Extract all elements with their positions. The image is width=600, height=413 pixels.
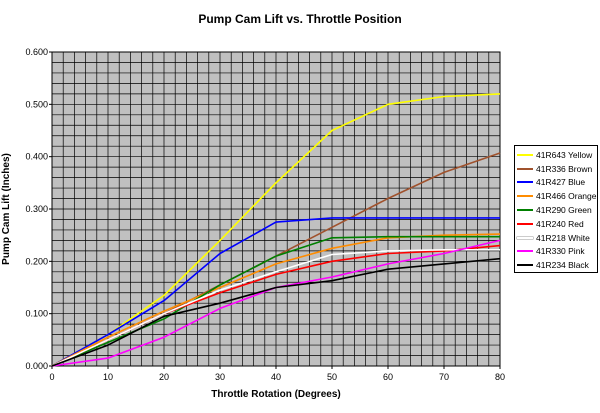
legend-item: 41R240 Red: [517, 217, 597, 231]
series-line-41r427-blue: [51, 217, 500, 367]
series-line-41r234-black: [51, 257, 501, 367]
y-tick-label: 0.200: [25, 256, 48, 266]
x-tick-label: 80: [495, 372, 505, 382]
y-tick-label: 0.000: [25, 361, 48, 371]
legend-item: 41R290 Green: [517, 203, 597, 217]
legend-label: 41R466 Orange: [536, 191, 597, 202]
legend-swatch: [517, 236, 533, 239]
legend-swatch: [517, 153, 533, 156]
legend: 41R643 Yellow 41R336 Brown 41R427 Blue 41R4…: [514, 145, 598, 273]
x-tick-label: 10: [103, 372, 113, 382]
y-tick-label: 0.500: [25, 99, 48, 109]
legend-label: 41R290 Green: [536, 205, 592, 216]
series-line-41r290-green: [51, 235, 500, 367]
x-tick-label: 30: [215, 372, 225, 382]
legend-label: 41R330 Pink: [536, 246, 585, 257]
legend-swatch: [517, 264, 533, 267]
y-tick-label: 0.400: [25, 152, 48, 162]
legend-swatch: [517, 167, 533, 170]
legend-item: 41R234 Black: [517, 258, 597, 272]
legend-swatch: [517, 209, 533, 212]
chart-title: Pump Cam Lift vs. Throttle Position: [198, 12, 402, 26]
y-tick-label: 0.100: [25, 309, 48, 319]
legend-item: 41R427 Blue: [517, 176, 597, 190]
series-line-41r643-yellow: [51, 93, 501, 367]
legend-swatch: [517, 222, 533, 225]
legend-label: 41R240 Red: [536, 218, 584, 229]
x-tick-label: 20: [159, 372, 169, 382]
x-tick-label: 70: [439, 372, 449, 382]
x-tick-label: 0: [49, 372, 54, 382]
x-tick-label: 60: [383, 372, 393, 382]
x-tick-label: 50: [327, 372, 337, 382]
x-tick-label: 40: [271, 372, 281, 382]
x-axis-label: Throttle Rotation (Degrees): [211, 389, 341, 400]
legend-label: 41R427 Blue: [536, 177, 586, 188]
legend-label: 41R643 Yellow: [536, 149, 593, 160]
legend-item: 41R330 Pink: [517, 245, 597, 259]
legend-label: 41R336 Brown: [536, 163, 593, 174]
legend-item: 41R643 Yellow: [517, 148, 597, 162]
legend-item: 41R218 White: [517, 231, 597, 245]
legend-item: 41R336 Brown: [517, 162, 597, 176]
legend-label: 41R234 Black: [536, 260, 589, 271]
y-tick-label: 0.300: [25, 204, 48, 214]
series-line-41r218-white: [51, 249, 500, 367]
legend-swatch: [517, 250, 533, 253]
legend-item: 41R466 Orange: [517, 189, 597, 203]
y-tick-label: 0.600: [25, 47, 48, 57]
legend-swatch: [517, 195, 533, 198]
y-axis-label: Pump Cam Lift (Inches): [1, 153, 12, 265]
legend-label: 41R218 White: [536, 232, 590, 243]
legend-swatch: [517, 181, 533, 184]
